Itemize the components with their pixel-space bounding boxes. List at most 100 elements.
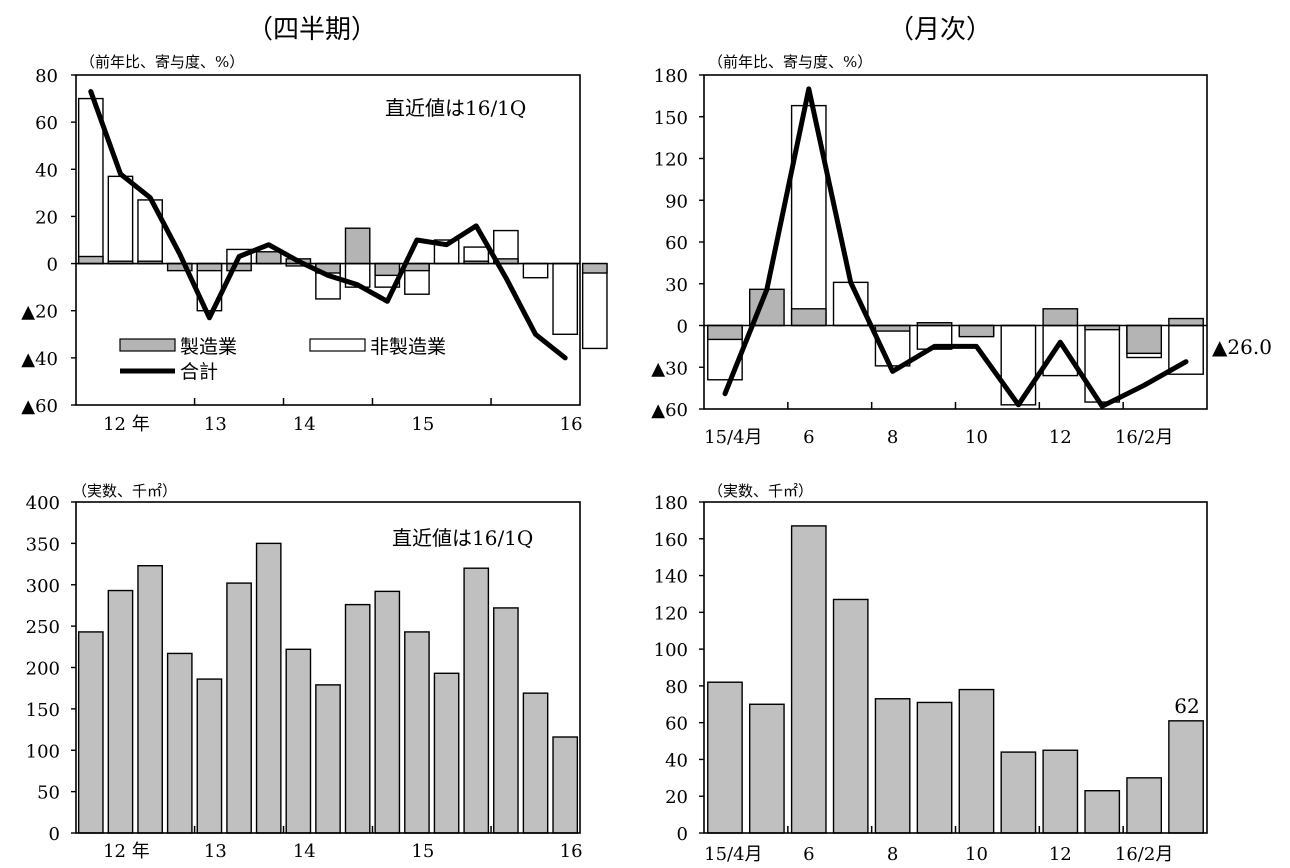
- x-tick-label: 12: [1049, 427, 1072, 448]
- y-tick-label: 150: [26, 700, 60, 721]
- x-tick-label: 15/4月: [704, 427, 762, 448]
- bar-manufacturing: [374, 262, 401, 277]
- legend-swatch-non-manufacturing: [309, 338, 366, 352]
- last-value-annotation: 62: [1174, 694, 1199, 718]
- bar: [832, 598, 869, 834]
- y-tick-label: 0: [49, 824, 60, 845]
- bar-non-manufacturing: [1000, 324, 1037, 406]
- x-tick-label: 12 年: [103, 414, 150, 435]
- bar-manufacturing: [958, 324, 995, 338]
- x-tick-label: 12: [1049, 844, 1072, 865]
- bar: [1084, 790, 1121, 834]
- y-tick-label: 50: [37, 783, 60, 804]
- bar-non-manufacturing: [493, 229, 519, 265]
- x-tick-label: 14: [293, 841, 316, 862]
- bar-manufacturing: [1168, 317, 1204, 327]
- y-tick-label: 180: [654, 493, 688, 514]
- x-tick-label: 12 年: [103, 841, 150, 862]
- legend-label-non-manufacturing: 非製造業: [370, 336, 446, 358]
- bar-non-manufacturing: [77, 97, 104, 265]
- y-tick-label: 0: [677, 317, 688, 338]
- bar: [196, 678, 223, 834]
- y-tick-label: 120: [654, 150, 688, 171]
- x-tick-label: 13: [204, 414, 227, 435]
- bar: [1000, 751, 1037, 834]
- y-tick-label: ▲60: [651, 400, 688, 421]
- bar: [404, 631, 430, 834]
- bar-manufacturing: [196, 262, 223, 272]
- x-tick-label: 10: [965, 844, 988, 865]
- bar: [315, 684, 341, 834]
- y-tick-label: 100: [654, 640, 688, 661]
- plot-frame: [703, 501, 1208, 834]
- bar-non-manufacturing: [1042, 324, 1079, 377]
- y-tick-label: 20: [665, 787, 688, 808]
- y-tick-label: ▲60: [21, 396, 58, 417]
- y-tick-label: 30: [665, 275, 688, 296]
- legend-swatch-manufacturing: [119, 338, 176, 352]
- line-total: [88, 89, 568, 361]
- bar: [433, 672, 460, 834]
- panel-title-quarterly: （四半期）: [247, 15, 377, 45]
- bar-manufacturing: [1042, 308, 1079, 327]
- y-tick-label: 400: [26, 493, 60, 514]
- y-tick-label: 140: [654, 567, 688, 588]
- x-tick-label: 16: [560, 414, 583, 435]
- bar: [1168, 720, 1204, 834]
- y-tick-label: 160: [654, 530, 688, 551]
- line-total: [722, 86, 1189, 409]
- y-tick-label: 80: [35, 66, 58, 87]
- y-tick-label: 0: [47, 255, 58, 276]
- legend-label-total: 合計: [180, 361, 218, 383]
- bar: [374, 590, 401, 834]
- unit-label: （前年比、寄与度、%）: [80, 53, 244, 71]
- unit-label: （実数、千㎡）: [72, 482, 177, 500]
- y-tick-label: 300: [26, 576, 60, 597]
- x-tick-label: 15: [411, 841, 434, 862]
- bar: [255, 542, 282, 834]
- bar: [493, 607, 519, 834]
- chart-monthly-yoy: （前年比、寄与度、%） 180 150 120 90 60 30 0 ▲30 ▲60 15/4月 6 8…: [651, 53, 1272, 448]
- plot-frame: [703, 74, 1208, 410]
- x-tick-label: 16/2月: [1115, 427, 1173, 448]
- unit-label: （実数、千㎡）: [708, 482, 813, 500]
- y-tick-label: 120: [654, 603, 688, 624]
- bar: [748, 703, 785, 834]
- bar: [916, 701, 953, 834]
- x-tick-label: 8: [887, 427, 898, 448]
- x-tick-label: 15: [411, 414, 434, 435]
- y-tick-label: ▲40: [21, 349, 58, 370]
- bar: [522, 692, 549, 834]
- y-tick-label: 200: [26, 659, 60, 680]
- chart-quarterly-actual: （実数、千㎡） 400 350 300 250 200 150 100 50 0 12 年 13 14 1…: [26, 482, 583, 862]
- bar-manufacturing: [581, 262, 608, 274]
- bar: [790, 525, 827, 834]
- bar-manufacturing: [77, 255, 104, 265]
- y-tick-label: 0: [677, 824, 688, 845]
- x-tick-label: 13: [204, 841, 227, 862]
- bar: [226, 582, 252, 834]
- bar-manufacturing: [404, 262, 430, 272]
- bar: [552, 736, 579, 834]
- bar: [344, 603, 371, 834]
- y-tick-label: 60: [35, 113, 58, 134]
- bar-non-manufacturing: [107, 175, 134, 265]
- bar: [137, 565, 163, 834]
- bar-manufacturing: [874, 324, 911, 332]
- chart-monthly-actual: （実数、千㎡） 180 160 140 120 100 80 60 40 20 0 15/4月 6 8 10…: [654, 482, 1208, 865]
- y-tick-label: 40: [35, 160, 58, 181]
- x-tick-label: 15/4月: [704, 844, 762, 865]
- y-tick-label: 250: [26, 617, 60, 638]
- bar-non-manufacturing: [581, 262, 608, 350]
- bar-non-manufacturing: [552, 262, 579, 335]
- bar: [166, 652, 193, 834]
- bar: [707, 681, 743, 834]
- legend-label-manufacturing: 製造業: [180, 336, 237, 358]
- x-tick-label: 6: [803, 844, 814, 865]
- y-tick-label: 350: [26, 534, 60, 555]
- bar: [107, 589, 134, 834]
- bar: [1126, 777, 1163, 834]
- plot-frame: [75, 74, 581, 406]
- y-tick-label: 80: [665, 677, 688, 698]
- bar: [874, 698, 911, 834]
